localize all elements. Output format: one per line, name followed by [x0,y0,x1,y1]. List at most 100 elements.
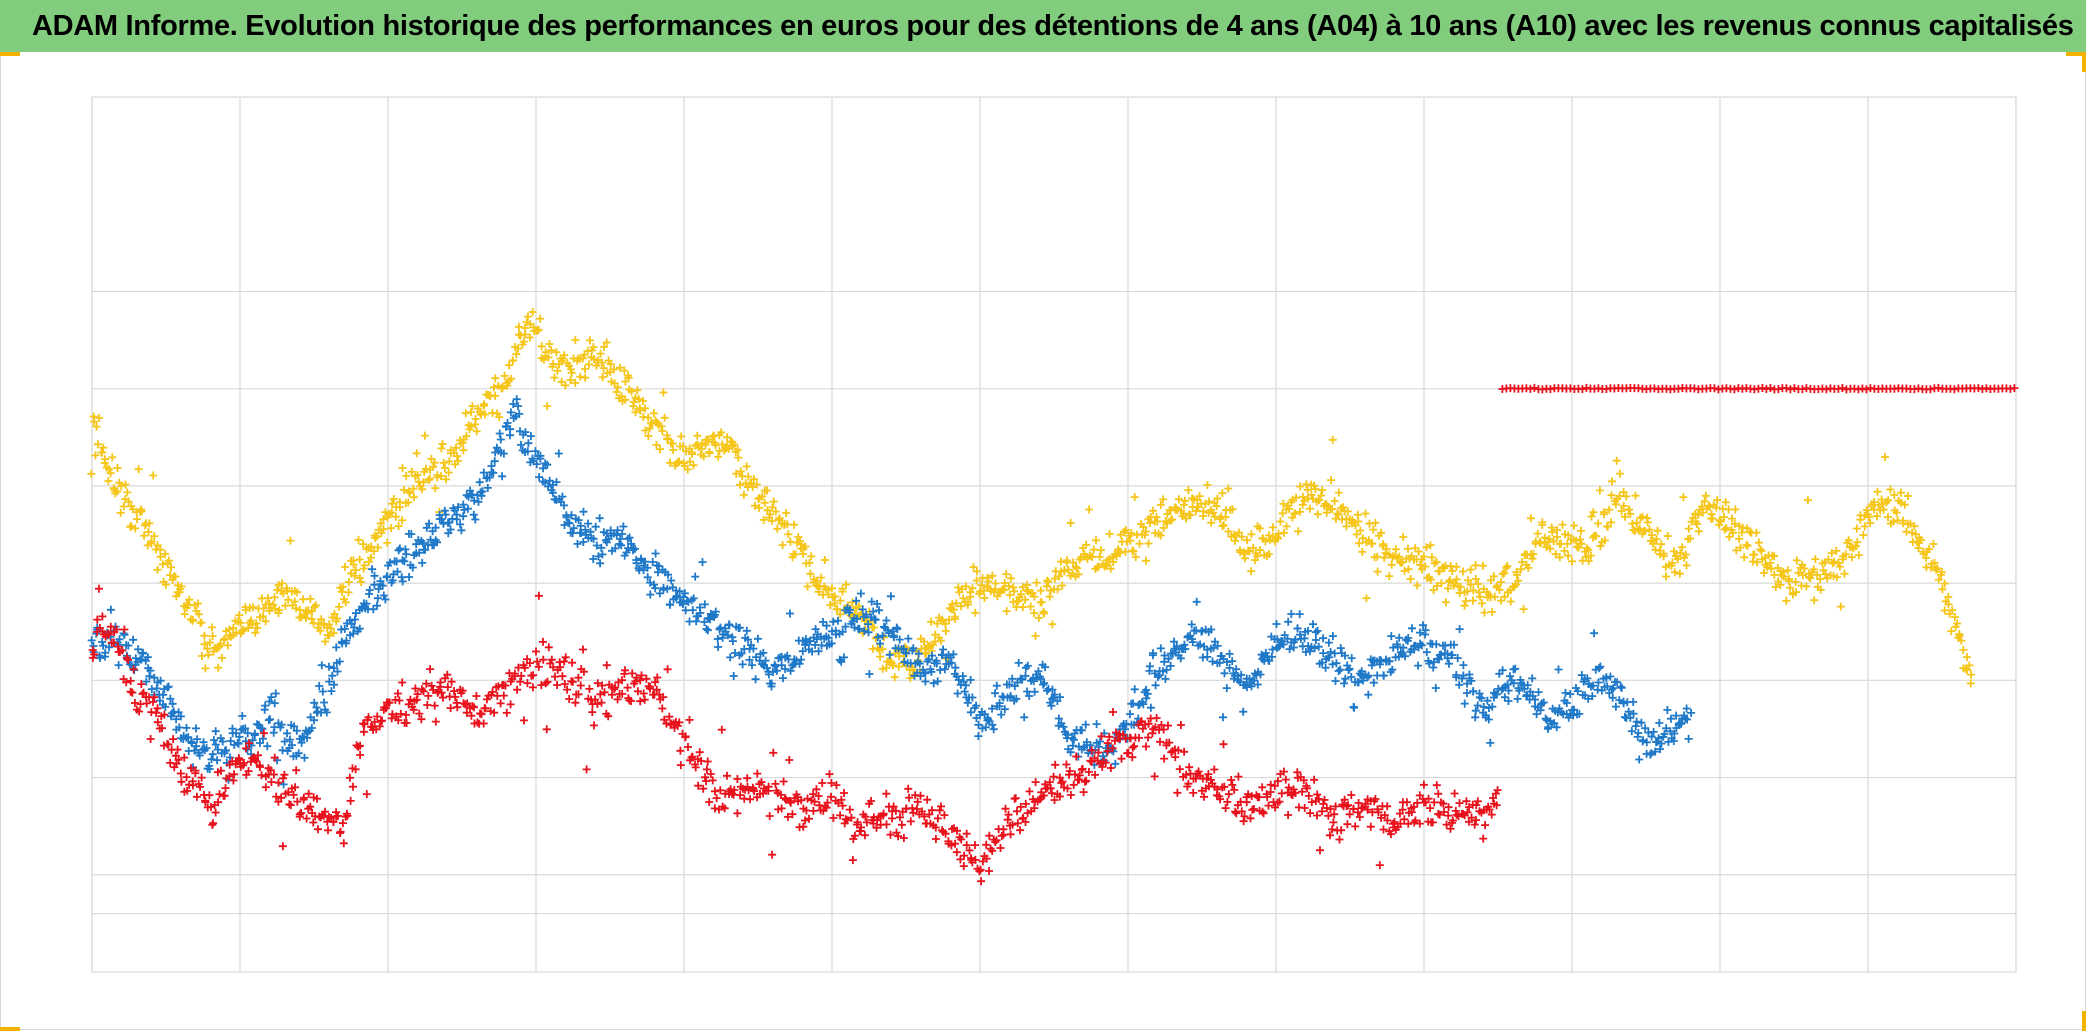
series-a04-marker [991,838,1000,846]
series-a10-marker [87,469,96,478]
series-a10-marker [388,499,397,508]
series-a10-marker [1670,568,1679,577]
series-a10-marker [972,567,981,576]
series-a10-marker [1645,525,1654,534]
series-a04-marker [525,659,534,668]
series-a10-marker [794,533,803,541]
series-a10-marker [1426,541,1435,550]
series-a10-marker [1179,500,1188,509]
series-a10-marker [578,354,587,363]
series-a10-marker [1929,540,1938,548]
series-a07-marker [400,557,409,566]
series-a07-marker [209,736,218,745]
series-a07-marker [421,545,430,554]
series-a10-marker [430,458,439,467]
series-a04-marker [1232,809,1241,818]
series-a07-marker [680,589,689,598]
series-a10-marker [156,552,165,561]
series-a10-marker [769,497,778,506]
series-a10-marker [586,336,594,345]
series-a04-marker [931,823,940,832]
series-a07-marker [1672,711,1681,720]
series-a10-marker [185,595,194,604]
series-a10-marker [1404,565,1413,574]
series-a10-marker [766,510,774,519]
series-a10-marker [755,503,764,512]
series-a10-marker [440,463,449,472]
series-a10-marker [1142,556,1150,565]
series-a07-marker [1020,713,1029,722]
series-a07-marker [1047,701,1056,710]
series-a07-marker [1142,694,1151,703]
series-a10-marker [968,584,977,593]
series-a07-marker [1030,687,1039,696]
series-a04-marker [104,630,113,639]
series-a07-marker [496,435,505,444]
series-a10-marker [1584,556,1593,565]
series-a04-marker [812,785,821,794]
series-a04-marker [920,812,929,821]
series-a07-marker [595,514,604,523]
series-a10-marker [1878,500,1887,509]
series-a07-marker [1267,652,1276,661]
series-a04-marker [1084,768,1093,776]
series-a07-marker [1626,713,1635,722]
series-a04-marker [1070,770,1079,779]
series-a10-marker [557,377,566,386]
series-a04-marker [1432,781,1441,790]
series-a07-marker [1092,720,1101,729]
series-a10-marker [584,360,593,369]
series-a07-marker [374,585,383,593]
series-a04-marker [916,791,925,800]
series-a07-marker [1273,635,1282,644]
series-a10-marker [261,617,270,626]
series-a07-marker [1161,674,1170,683]
series-a04-marker [779,777,788,786]
series-a10-marker [649,409,658,418]
series-a04-marker [304,789,313,798]
series-a04-marker [339,839,348,848]
series-a07-marker [1459,661,1468,670]
series-a07-marker [1287,610,1296,618]
series-a10-marker [870,623,878,632]
series-a10-marker [364,557,373,566]
series-a10-marker [550,373,559,382]
series-a07-marker [1268,645,1277,654]
series-a04-marker [769,748,778,757]
series-a10-marker [1153,517,1162,526]
series-a07-marker [1225,663,1234,672]
series-a10-marker [1497,578,1505,587]
series-a07-marker [688,606,697,615]
series-a07-marker [703,626,712,635]
series-a10-marker [1577,526,1585,535]
series-a07-marker [840,653,848,662]
series-a07-marker [114,661,123,670]
series-a07-marker [1616,682,1625,691]
series-a07-marker [798,647,807,656]
series-a07-marker [543,460,552,469]
series-a10-marker [1291,509,1299,518]
series-a07-marker [514,402,522,411]
series-a07-marker [1159,667,1167,676]
series-a10-marker [180,610,189,619]
series-a10-marker [1553,526,1561,534]
legend-marker [1862,385,1871,394]
series-a10-marker [1429,586,1438,595]
series-a10-marker [1933,564,1942,573]
series-a04-marker [705,798,714,806]
series-a04-marker [825,770,834,779]
series-a04-marker [640,695,649,704]
series-a07-marker [524,439,533,448]
series-a04-marker [872,823,881,832]
series-a04-marker [627,697,636,705]
series-a07-marker [187,739,196,748]
series-a07-marker [745,655,754,664]
series-a07-marker [1647,749,1656,758]
series-a04-marker [90,650,99,659]
series-a07-marker [288,741,296,750]
series-a04-marker [653,673,662,682]
series-a10-marker [560,351,569,360]
series-a04-marker [639,689,648,698]
series-a04-marker [362,790,371,799]
series-a10-marker [1446,576,1454,585]
